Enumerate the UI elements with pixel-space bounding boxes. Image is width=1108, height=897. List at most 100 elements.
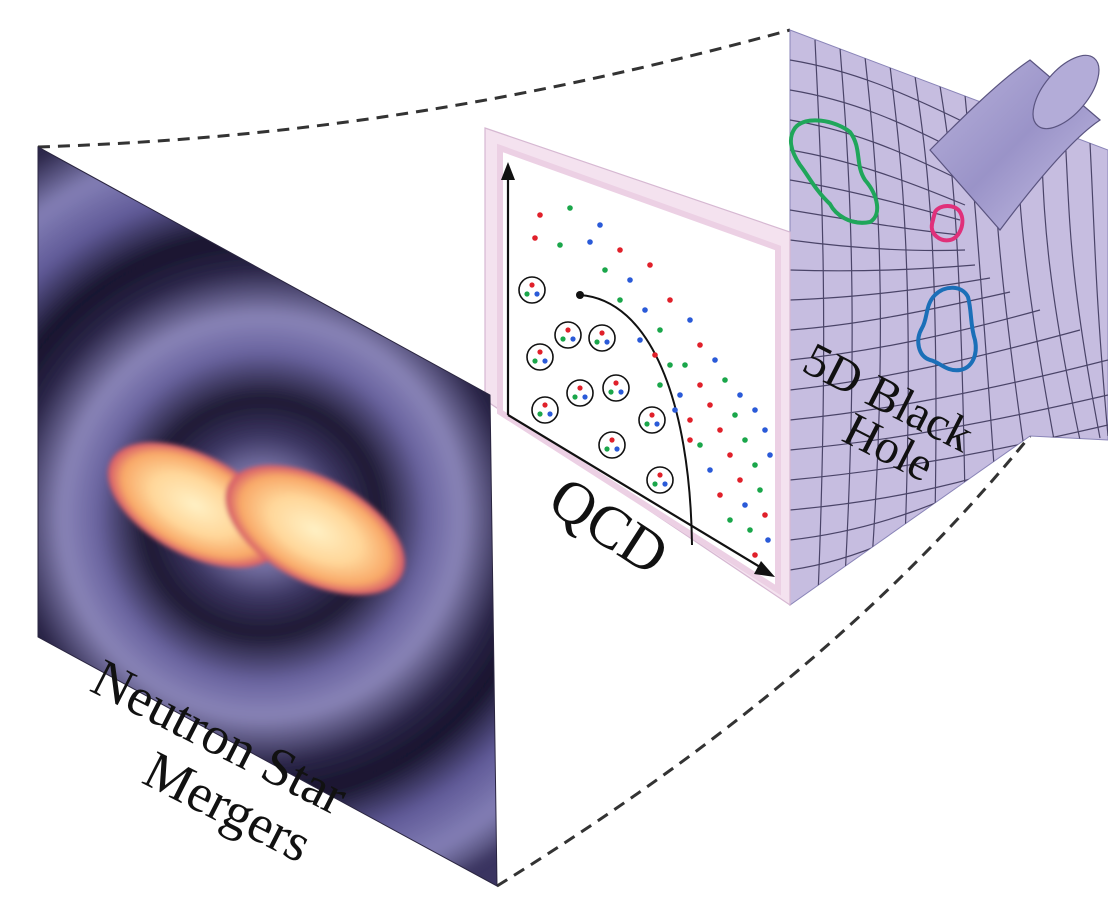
free-quark xyxy=(687,437,693,443)
quark-group xyxy=(532,205,773,558)
free-quark xyxy=(697,442,703,448)
free-quark xyxy=(532,235,538,241)
quark-dot xyxy=(534,291,540,297)
free-quark xyxy=(747,527,753,533)
quark-dot xyxy=(649,412,655,418)
free-quark xyxy=(762,427,768,433)
free-quark xyxy=(682,362,688,368)
quark-dot xyxy=(547,411,553,417)
quark-dot xyxy=(537,349,543,355)
free-quark xyxy=(732,412,738,418)
hadron-group xyxy=(518,276,674,494)
hadron xyxy=(646,466,674,494)
hadron xyxy=(526,343,554,371)
hadron xyxy=(566,379,594,407)
free-quark xyxy=(617,247,623,253)
free-quark xyxy=(537,212,543,218)
quark-dot xyxy=(560,336,566,342)
quark-dot xyxy=(644,421,650,427)
hadron xyxy=(518,276,546,304)
free-quark xyxy=(707,467,713,473)
quark-dot xyxy=(577,385,583,391)
hadron xyxy=(598,431,626,459)
black-hole-throat xyxy=(929,54,1101,231)
free-quark xyxy=(765,537,771,543)
quark-dot xyxy=(608,389,614,395)
qcd-axes xyxy=(501,162,775,577)
free-quark xyxy=(687,317,693,323)
hadron xyxy=(531,396,559,424)
critical-point xyxy=(576,291,584,299)
quark-dot xyxy=(614,446,620,452)
free-quark xyxy=(617,297,623,303)
free-quark xyxy=(727,452,733,458)
quark-dot xyxy=(609,437,615,443)
free-quark xyxy=(652,352,658,358)
free-quark xyxy=(767,452,773,458)
merger-core xyxy=(107,442,405,595)
qcd-phase-boundary xyxy=(579,294,693,546)
blue-loop xyxy=(916,285,978,373)
quark-dot xyxy=(542,358,548,364)
free-quark xyxy=(752,552,758,558)
hadron xyxy=(638,406,666,434)
free-quark xyxy=(567,205,573,211)
quark-dot xyxy=(532,358,538,364)
quark-dot xyxy=(594,339,600,345)
free-quark xyxy=(672,407,678,413)
free-quark xyxy=(737,392,743,398)
quark-dot xyxy=(599,330,605,336)
quark-dot xyxy=(529,282,535,288)
free-quark xyxy=(602,267,608,273)
quark-dot xyxy=(537,411,543,417)
quark-dot xyxy=(524,291,530,297)
frustum-top-line xyxy=(37,28,791,149)
quark-dot xyxy=(604,339,610,345)
quark-dot xyxy=(618,389,624,395)
frustum-bottom-line xyxy=(496,435,1032,888)
free-quark xyxy=(752,462,758,468)
free-quark xyxy=(627,277,633,283)
hadron xyxy=(588,324,616,352)
quark-dot xyxy=(654,421,660,427)
magenta-loop xyxy=(929,204,965,243)
quark-dot xyxy=(565,327,571,333)
hadron xyxy=(554,321,582,349)
free-quark xyxy=(752,407,758,413)
quark-dot xyxy=(657,472,663,478)
quark-dot xyxy=(570,336,576,342)
free-quark xyxy=(742,502,748,508)
free-quark xyxy=(597,222,603,228)
free-quark xyxy=(657,382,663,388)
quark-dot xyxy=(662,481,668,487)
free-quark xyxy=(712,357,718,363)
black-hole-panel xyxy=(788,29,1108,606)
quark-dot xyxy=(542,402,548,408)
free-quark xyxy=(587,239,593,245)
free-quark xyxy=(737,477,743,483)
free-quark xyxy=(667,362,673,368)
free-quark xyxy=(742,437,748,443)
free-quark xyxy=(727,517,733,523)
free-quark xyxy=(677,392,683,398)
free-quark xyxy=(557,242,563,248)
free-quark xyxy=(717,427,723,433)
green-loop xyxy=(788,118,880,225)
quark-dot xyxy=(582,394,588,400)
free-quark xyxy=(722,377,728,383)
free-quark xyxy=(637,337,643,343)
free-quark xyxy=(717,492,723,498)
free-quark xyxy=(647,262,653,268)
qcd-panel xyxy=(484,127,791,607)
quark-dot xyxy=(604,446,610,452)
quark-dot xyxy=(613,380,619,386)
quark-dot xyxy=(652,481,658,487)
free-quark xyxy=(667,297,673,303)
free-quark xyxy=(642,307,648,313)
free-quark xyxy=(762,512,768,518)
free-quark xyxy=(697,382,703,388)
free-quark xyxy=(657,327,663,333)
hadron xyxy=(602,374,630,402)
